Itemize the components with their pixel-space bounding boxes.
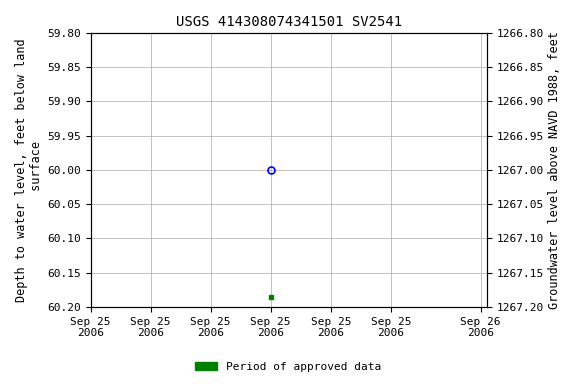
Y-axis label: Groundwater level above NAVD 1988, feet: Groundwater level above NAVD 1988, feet: [548, 31, 561, 309]
Legend: Period of approved data: Period of approved data: [191, 358, 385, 377]
Y-axis label: Depth to water level, feet below land
 surface: Depth to water level, feet below land su…: [15, 38, 43, 302]
Title: USGS 414308074341501 SV2541: USGS 414308074341501 SV2541: [176, 15, 402, 29]
